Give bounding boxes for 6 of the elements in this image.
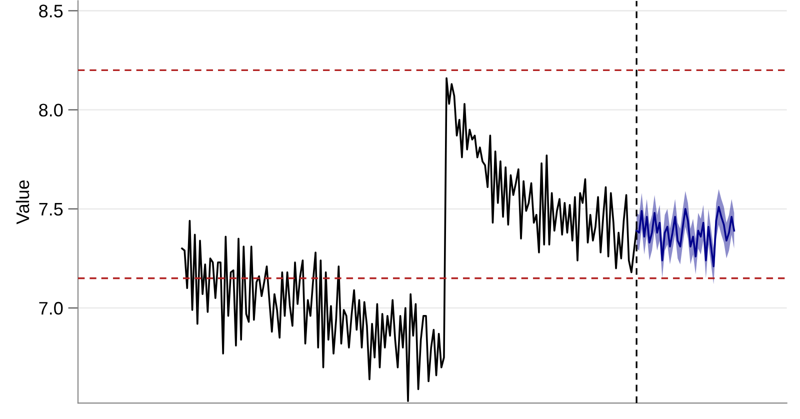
y-tick-label: 7.0	[39, 302, 63, 315]
y-tick-label: 8.0	[39, 104, 63, 117]
y-tick-label: 8.5	[39, 4, 63, 18]
line-series	[636, 206, 736, 268]
y-axis-title: Value	[16, 180, 30, 224]
y-tick-label: 7.5	[39, 203, 63, 216]
